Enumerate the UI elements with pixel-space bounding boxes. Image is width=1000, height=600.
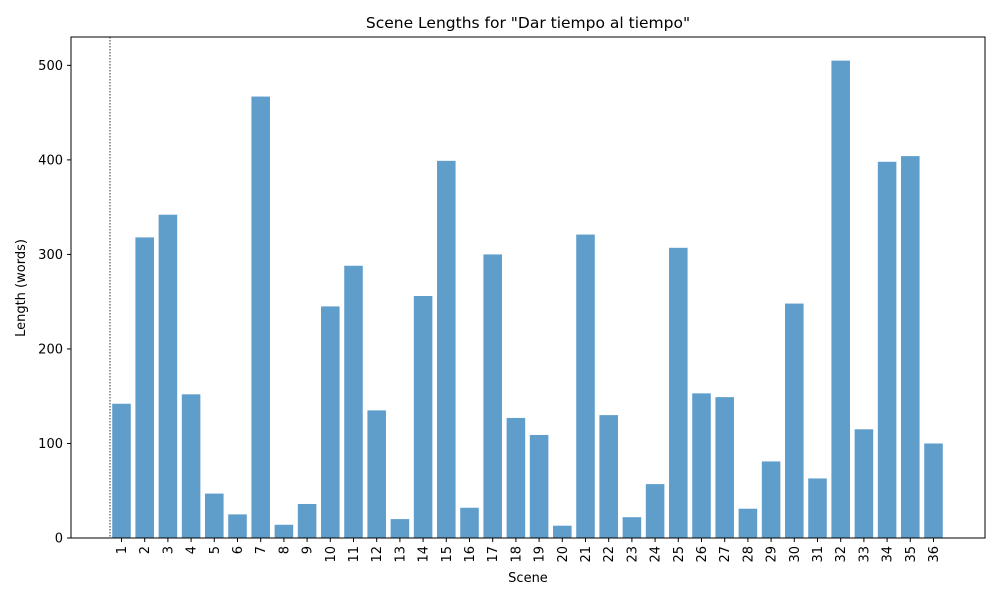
x-tick-label: 33: [857, 546, 872, 563]
x-tick-label: 1: [115, 546, 130, 554]
x-tick-label: 27: [718, 546, 733, 563]
x-tick-label: 20: [556, 546, 571, 563]
x-tick-label: 30: [788, 546, 803, 563]
bar-scene-25: [669, 247, 688, 539]
y-tick-label: 0: [55, 532, 63, 547]
bar-scene-22: [599, 415, 618, 538]
bar-scene-19: [529, 434, 549, 538]
bar-scene-34: [877, 161, 897, 538]
x-tick-label: 3: [161, 546, 176, 554]
bar-scene-13: [390, 519, 410, 538]
bar-scene-16: [460, 507, 479, 538]
bar-scene-1: [112, 403, 131, 538]
bar-scene-26: [692, 393, 711, 538]
x-tick-label: 22: [602, 546, 617, 563]
bar-scene-30: [785, 303, 804, 538]
y-tick-label: 300: [38, 248, 63, 263]
bar-scene-24: [645, 484, 665, 538]
x-tick-label: 2: [138, 546, 153, 554]
x-tick-label: 21: [579, 546, 594, 563]
x-tick-label: 16: [463, 546, 478, 563]
x-tick-label: 15: [440, 546, 455, 563]
bar-scene-21: [576, 234, 595, 538]
x-tick-label: 31: [811, 546, 826, 563]
bar-scene-4: [181, 394, 201, 538]
x-tick-label: 23: [625, 546, 640, 563]
x-tick-label: 34: [881, 546, 896, 563]
x-tick-label: 14: [417, 546, 432, 563]
x-tick-label: 17: [486, 546, 501, 563]
x-tick-label: 12: [370, 546, 385, 563]
bar-scene-18: [506, 417, 526, 538]
x-tick-label: 7: [254, 546, 269, 554]
bar-scene-35: [901, 156, 920, 539]
x-tick-label: 6: [231, 546, 246, 554]
x-tick-label: 19: [533, 546, 548, 563]
bar-scene-27: [715, 397, 734, 538]
bar-scene-8: [274, 524, 294, 538]
x-axis-label: Scene: [508, 571, 548, 586]
bar-scene-17: [483, 254, 502, 539]
bar-scene-11: [344, 265, 363, 538]
x-tick-label: 11: [347, 546, 362, 563]
y-tick-label: 400: [38, 153, 63, 168]
chart-title: Scene Lengths for "Dar tiempo al tiempo": [366, 14, 690, 32]
bar-scene-36: [924, 443, 943, 538]
bar-scene-23: [622, 517, 642, 538]
y-tick-label: 100: [38, 437, 63, 452]
x-tick-label: 9: [301, 546, 316, 554]
bar-scene-32: [831, 60, 850, 538]
bar-scene-29: [761, 461, 781, 538]
x-tick-label: 10: [324, 546, 339, 563]
x-axis: 1 2 3 4 5 6 7 8 9 10 11 12 13 14 15 16 17 18 19 20 21 22 23 24 2…: [115, 538, 942, 563]
bar-scene-20: [553, 525, 572, 538]
bar-scene-15: [437, 160, 456, 538]
x-tick-label: 4: [185, 546, 200, 554]
plot-frame: [70, 36, 986, 539]
y-axis: 0 100 200 300 400 500: [38, 59, 71, 547]
bar-scene-28: [738, 508, 758, 538]
bars-group: [112, 60, 943, 539]
x-tick-label: 24: [649, 546, 664, 563]
x-tick-label: 13: [393, 546, 408, 563]
y-tick-label: 200: [38, 342, 63, 357]
bar-scene-33: [854, 429, 874, 538]
x-tick-label: 25: [672, 546, 687, 563]
x-tick-label: 29: [765, 546, 780, 563]
x-tick-label: 5: [208, 546, 223, 554]
bar-scene-2: [135, 237, 154, 538]
bar-scene-6: [228, 514, 247, 538]
bar-scene-5: [205, 493, 224, 538]
bar-scene-31: [808, 478, 827, 538]
bar-scene-12: [367, 410, 386, 538]
y-tick-label: 500: [38, 59, 63, 74]
y-axis-label: Length (words): [14, 239, 29, 337]
bar-scene-14: [413, 296, 433, 538]
bar-scene-3: [158, 214, 178, 538]
x-tick-label: 36: [927, 546, 942, 563]
x-tick-label: 26: [695, 546, 710, 563]
x-tick-label: 28: [741, 546, 756, 563]
x-tick-label: 35: [904, 546, 919, 563]
x-tick-label: 18: [509, 546, 524, 563]
bar-scene-9: [297, 503, 317, 538]
bar-scene-10: [321, 306, 340, 538]
x-tick-label: 8: [277, 546, 292, 554]
x-tick-label: 32: [834, 546, 849, 563]
bar-scene-7: [251, 96, 270, 539]
